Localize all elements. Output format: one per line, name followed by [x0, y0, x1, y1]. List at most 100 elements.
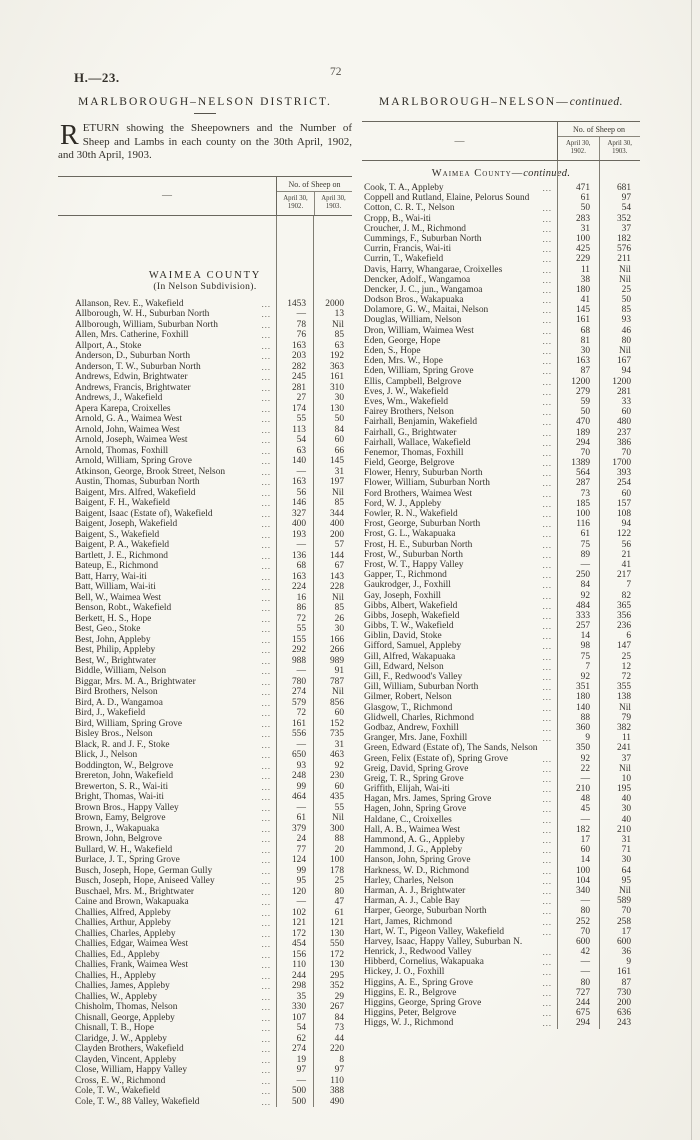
owner-name: Fairhall, Wallace, Wakefield	[364, 437, 471, 448]
value-1903: 192	[329, 351, 344, 362]
value-1902: 59	[580, 396, 590, 407]
value-1903: 1700	[612, 458, 631, 469]
value-1902: 124	[291, 855, 306, 866]
owner-name: Arnold, Thomas, Foxhill	[75, 445, 169, 456]
value-1903: 230	[329, 771, 344, 782]
dot-leader: ...	[542, 722, 552, 733]
value-1902: 274	[291, 1044, 306, 1055]
value-1903: 145	[329, 456, 344, 467]
dot-leader: ...	[261, 907, 271, 918]
county-title: WAIMEA COUNTY	[148, 269, 262, 281]
owner-name: Field, George, Belgrove	[364, 458, 455, 469]
value-1903: 254	[616, 478, 631, 489]
owner-name: Clayden, Vincent, Appleby	[75, 1054, 177, 1065]
table-row: Currin, Francis, Wai-iti... 425 576	[362, 244, 640, 254]
dot-leader: ...	[261, 372, 271, 383]
value-1902: 350	[575, 743, 590, 754]
table-row: Frost, W. T., Happy Valley... — 41	[362, 560, 640, 570]
dot-leader: ...	[261, 1086, 271, 1097]
dot-leader: ...	[261, 550, 271, 561]
table-row: Higgins, Peter, Belgrove... 675 636	[362, 1008, 640, 1018]
dot-leader: ...	[261, 487, 271, 498]
owner-name: Burlace, J. T., Spring Grove	[75, 855, 180, 866]
dot-leader: ...	[542, 396, 552, 407]
value-1902: 161	[575, 315, 590, 326]
owner-name: Bisley Bros., Nelson	[75, 729, 153, 740]
value-1902: 14	[580, 855, 590, 866]
values-header-group: No. of Sheep on April 30, 1902. April 30…	[276, 176, 352, 215]
owner-name: Bullard, W. H., Wakefield	[75, 844, 173, 855]
table-row: Brown, John, Belgrove... 24 88	[58, 834, 352, 845]
table-row: Batt, Harry, Wai-iti... 163 143	[58, 572, 352, 583]
table-row: Arnold, G. A., Waimea West... 55 50	[58, 414, 352, 425]
dot-leader: ...	[542, 549, 552, 560]
column-rule	[599, 161, 600, 1029]
owner-name: Buschael, Mrs. M., Brightwater	[75, 886, 194, 897]
value-1903: 386	[616, 437, 631, 448]
owner-name: Hibberd, Cornelius, Wakapuaka	[364, 957, 484, 968]
dot-leader: ...	[542, 223, 552, 234]
value-1903: 787	[329, 676, 344, 687]
table-row: Currin, T., Wakefield... 229 211	[362, 254, 640, 264]
county-section-heading: WAIMEA COUNTY (In Nelson Subdivision).	[58, 270, 352, 292]
dot-leader: ...	[542, 325, 552, 336]
value-1903: Nil	[332, 487, 344, 498]
value-1902: 283	[575, 213, 590, 224]
owner-name: Andrews, Francis, Brightwater	[75, 382, 191, 393]
owner-name: Challies, Arthur, Appleby	[75, 918, 171, 929]
dot-leader: ...	[261, 813, 271, 824]
dot-leader: ...	[261, 1023, 271, 1034]
value-1903: 50	[621, 295, 631, 306]
value-1903: 97	[621, 193, 631, 204]
dot-leader: ...	[542, 295, 552, 306]
table-row: Hart, W. T., Pigeon Valley, Wakefield...…	[362, 927, 640, 937]
owner-name: Gill, Edward, Nelson	[364, 661, 444, 672]
value-1902: —	[580, 559, 590, 570]
value-1902: 279	[575, 386, 590, 397]
dot-leader: ...	[261, 1054, 271, 1065]
value-1902: —	[296, 897, 306, 908]
value-1902: 99	[296, 865, 306, 876]
dot-leader: ...	[542, 570, 552, 581]
table-row: Anderson, T. W., Suburban North... 282 363	[58, 362, 352, 373]
table-row: Baigent, Isaac (Estate of), Wakefield...…	[58, 509, 352, 520]
value-1903: Nil	[619, 346, 631, 356]
value-1902: 172	[291, 928, 306, 939]
value-1903: 13	[334, 309, 344, 320]
table-row: Bird, A. D., Wangamoa... 579 856	[58, 698, 352, 709]
col-1902-header: April 30, 1902.	[565, 140, 591, 155]
value-1903: 266	[329, 645, 344, 656]
owner-name: Hagan, Mrs. James, Spring Grove	[364, 794, 492, 805]
value-1902: 24	[296, 834, 306, 845]
owner-name: Eden, S., Hope	[364, 346, 421, 356]
continued-label: continued.	[523, 168, 571, 179]
dot-leader: ...	[261, 529, 271, 540]
value-1902: —	[296, 739, 306, 750]
dot-leader: ...	[261, 991, 271, 1002]
owner-name: Best, W., Brightwater	[75, 655, 156, 666]
dropcap-letter: R	[60, 120, 79, 151]
table-row: Hammond, J. G., Appleby... 60 71	[362, 845, 640, 855]
table-row: Challies, Edgar, Waimea West... 454 550	[58, 939, 352, 950]
left-column-title: MARLBOROUGH–NELSON DISTRICT.	[78, 96, 332, 108]
table-row: Clayden, Vincent, Appleby... 19 8	[58, 1055, 352, 1066]
table-row: Coppell and Rutland, Elaine, Pelorus Sou…	[362, 193, 640, 203]
value-1902: 81	[580, 335, 590, 346]
value-1903: 25	[621, 284, 631, 295]
owner-name: Allborough, W. H., Suburban North	[75, 309, 210, 320]
value-1902: 30	[580, 346, 590, 356]
owner-name: Hart, W. T., Pigeon Valley, Wakefield	[364, 926, 505, 937]
value-1902: 675	[575, 1008, 590, 1019]
value-1903: Nil	[619, 264, 631, 275]
value-1902: —	[580, 896, 590, 907]
value-1903: 147	[616, 641, 631, 652]
owner-name: Bird Brothers, Nelson	[75, 687, 158, 698]
dot-leader: ...	[542, 284, 552, 295]
value-1902: 360	[575, 722, 590, 733]
value-1902: 163	[291, 571, 306, 582]
value-1902: 11	[580, 264, 590, 275]
owner-name: Gilmer, Robert, Nelson	[364, 692, 452, 703]
value-1903: 80	[334, 886, 344, 897]
owner-name: Cotton, C. R. T., Nelson	[364, 203, 455, 214]
owner-name: Cook, T. A., Appleby	[364, 183, 444, 193]
